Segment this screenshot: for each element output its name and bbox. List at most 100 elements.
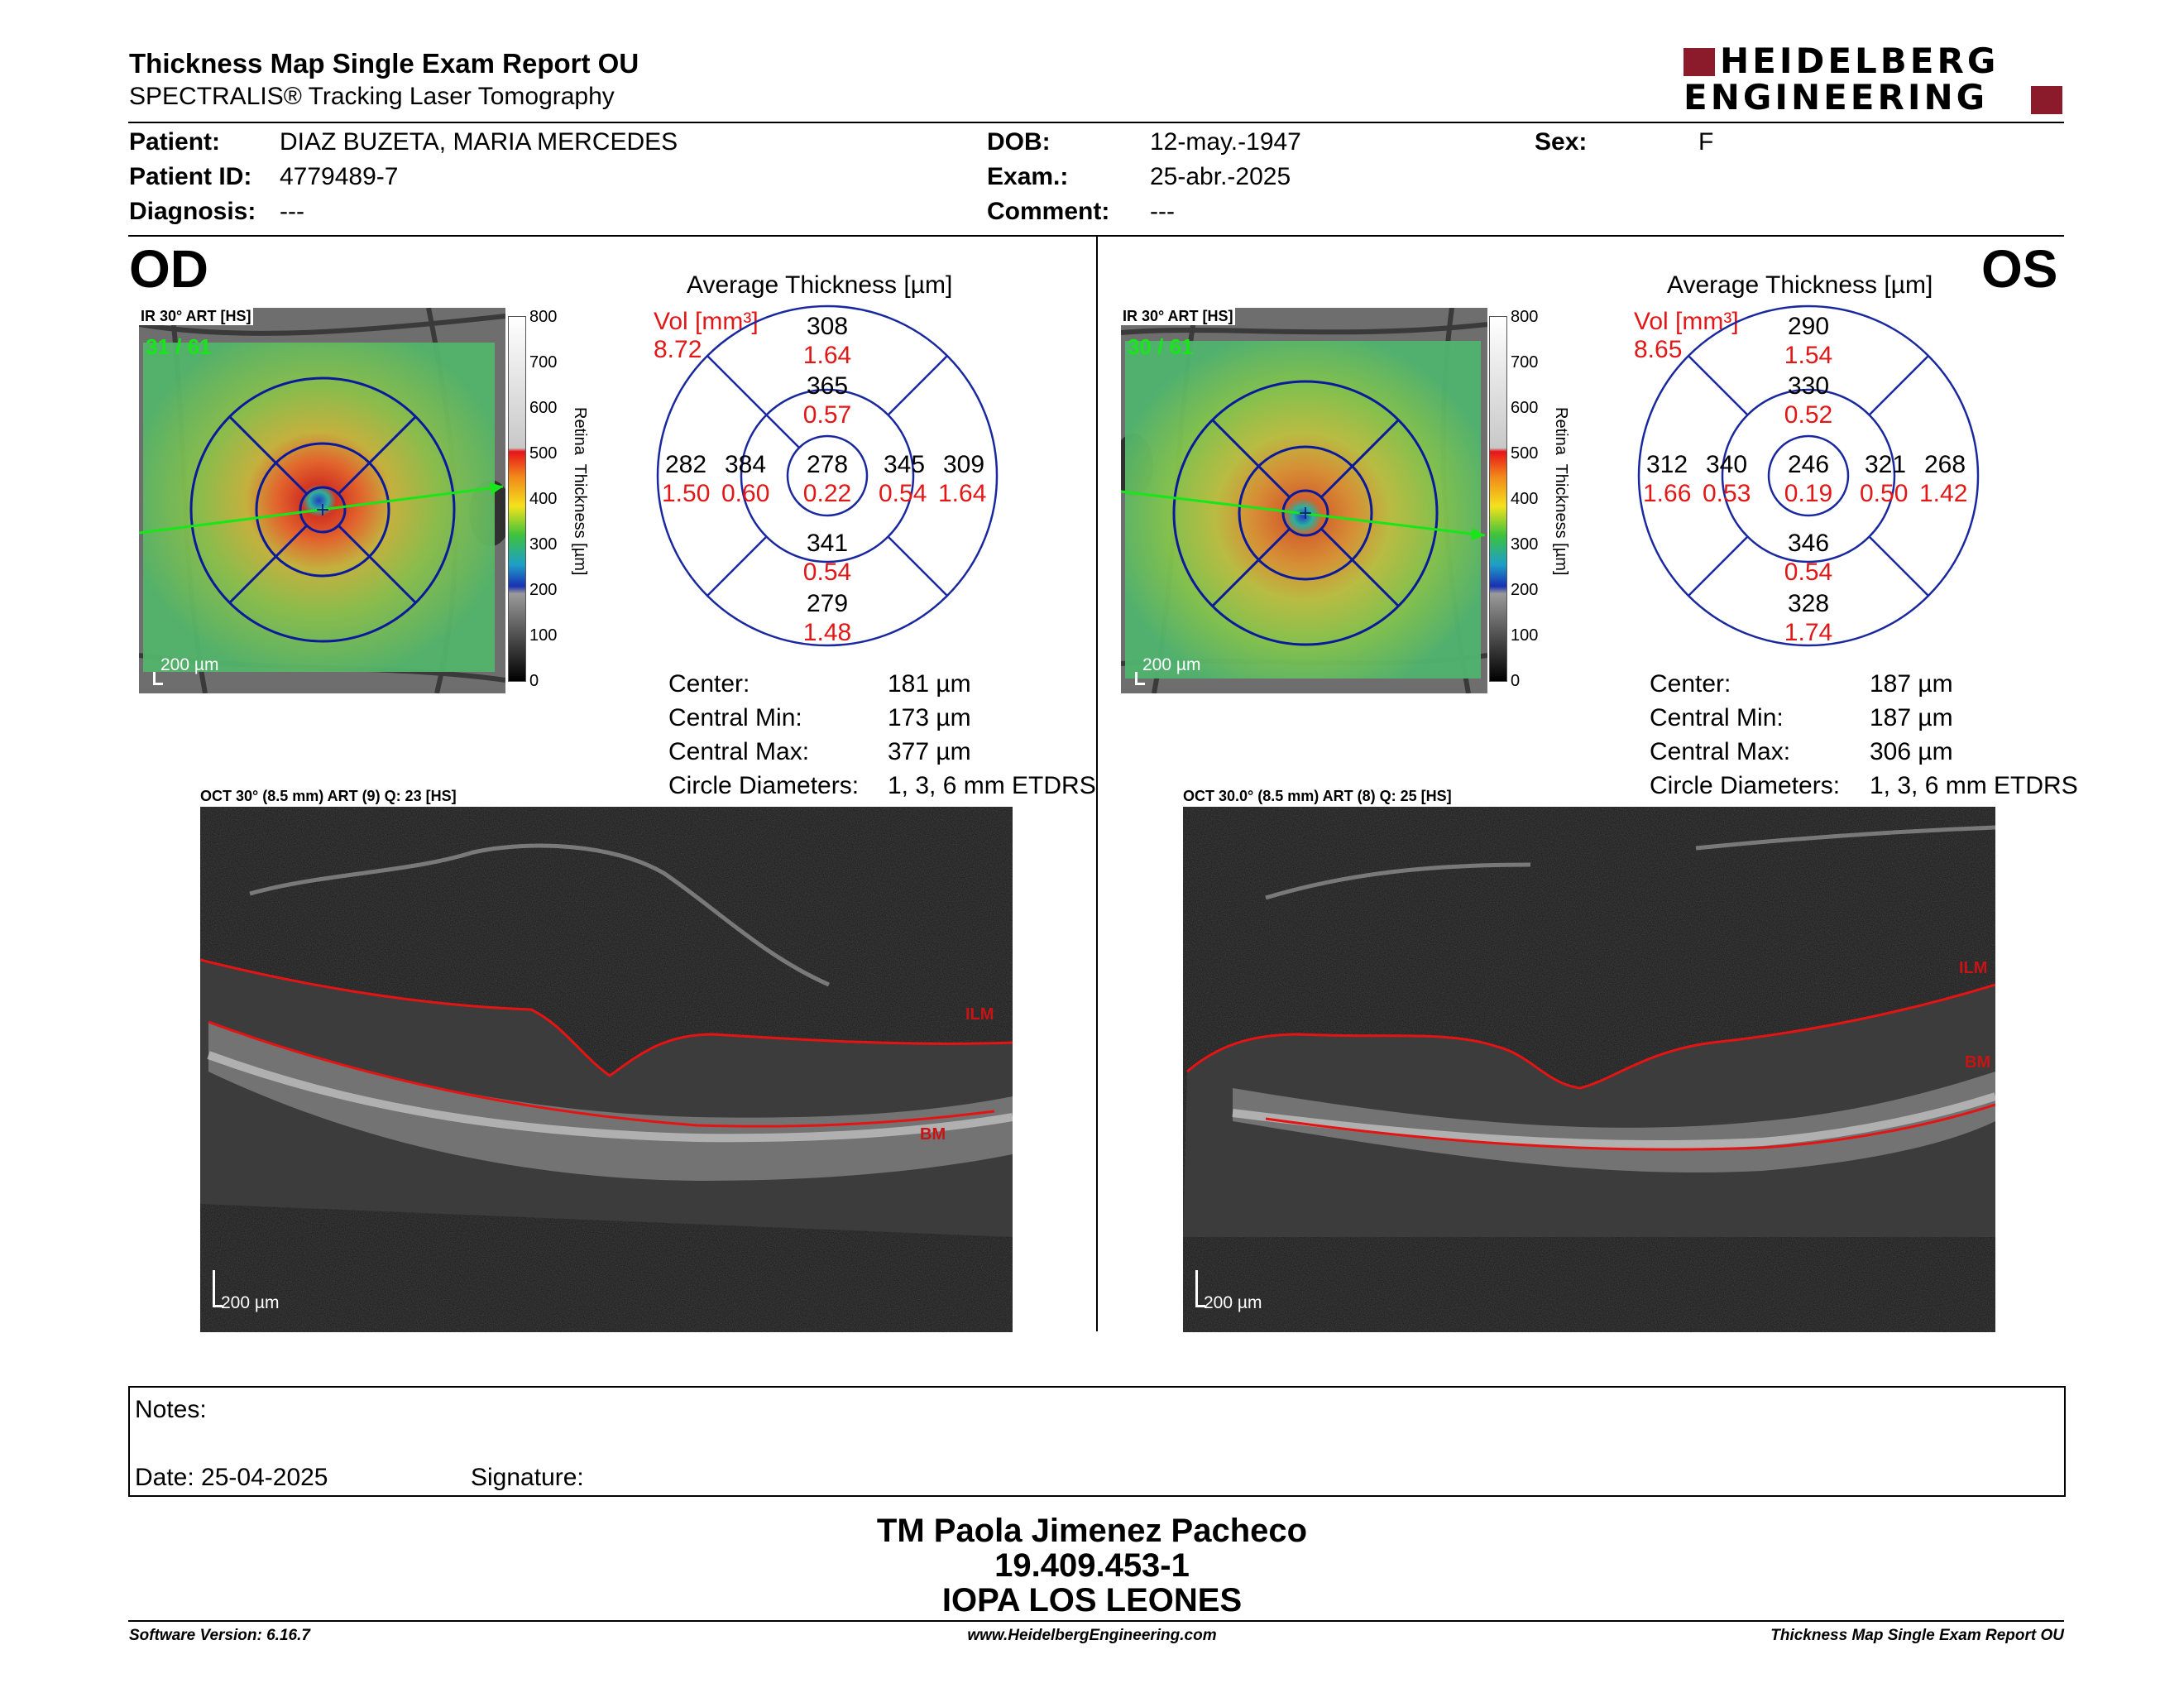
- os-inner-left: 340: [1706, 451, 1748, 478]
- software-version: Software Version: 6.16.7: [129, 1627, 310, 1644]
- od-outer-top: 308: [806, 313, 849, 340]
- signature-label: Signature:: [471, 1464, 584, 1491]
- od-inner-bottom-vol: 0.54: [802, 559, 852, 586]
- dob-value: 12-may.-1947: [1150, 128, 1301, 156]
- od-fundus-image: + IR 30° ART [HS] 31 / 61 200 µm: [138, 307, 512, 694]
- logo-square-icon: [1684, 48, 1715, 76]
- od-colorbar-ticks: 800 700 600 500 400 300 200 100 0: [529, 308, 563, 690]
- os-colorbar-tick: 800: [1511, 308, 1539, 326]
- os-vol-value: 8.65: [1634, 336, 1683, 363]
- os-ir-label: IR 30° ART [HS]: [1121, 308, 1235, 325]
- od-colorbar-tick: 0: [529, 672, 539, 690]
- signer-institution: IOPA LOS LEONES: [941, 1582, 1243, 1618]
- od-colorbar-tick: 700: [529, 353, 558, 372]
- od-min-label: Central Min:: [668, 704, 802, 731]
- os-colorbar-tick: 600: [1511, 399, 1539, 417]
- od-outer-bottom-vol: 1.48: [802, 619, 852, 646]
- svg-text:+: +: [1298, 503, 1313, 524]
- os-inner-right-vol: 0.50: [1860, 480, 1909, 507]
- eye-divider: [1096, 237, 1098, 1331]
- os-scale-label: 200 µm: [1142, 655, 1201, 674]
- os-center: 246: [1787, 451, 1830, 478]
- notes-label: Notes:: [135, 1396, 207, 1423]
- od-inner-bottom: 341: [806, 530, 849, 557]
- od-diam-value: 1, 3, 6 mm ETDRS: [888, 772, 1096, 799]
- patient-id: 4779489-7: [280, 163, 399, 190]
- signer-name: TM Paola Jimenez Pacheco: [876, 1513, 1308, 1549]
- os-colorbar: [1489, 316, 1507, 682]
- svg-text:+: +: [315, 500, 330, 520]
- od-colorbar-tick: 500: [529, 444, 558, 463]
- od-max-value: 377 µm: [888, 738, 971, 765]
- od-outer-right: 309: [943, 451, 985, 478]
- os-fundus-image: + IR 30° ART [HS] 30 / 61 200 µm: [1114, 307, 1488, 694]
- os-colorbar-tick: 200: [1511, 581, 1539, 599]
- od-scale-label: 200 µm: [160, 655, 219, 674]
- od-colorbar: [508, 316, 526, 682]
- od-inner-left-vol: 0.60: [721, 480, 770, 507]
- os-colorbar-tick: 500: [1511, 444, 1539, 463]
- os-bm-label: BM: [1965, 1053, 1991, 1072]
- od-vol-value: 8.72: [654, 336, 702, 363]
- od-outer-left: 282: [665, 451, 707, 478]
- od-colorbar-tick: 400: [529, 490, 558, 508]
- od-outer-top-vol: 1.64: [802, 342, 852, 369]
- logo-text-top: HEIDELBERG: [1720, 41, 2000, 81]
- od-colorbar-tick: 800: [529, 308, 558, 326]
- os-diam-label: Circle Diameters:: [1650, 772, 1841, 799]
- od-diam-label: Circle Diameters:: [668, 772, 860, 799]
- os-inner-top: 330: [1787, 372, 1830, 400]
- os-colorbar-tick: 700: [1511, 353, 1539, 372]
- date-label: Date: 25-04-2025: [135, 1464, 328, 1491]
- website-link[interactable]: www.HeidelbergEngineering.com: [967, 1627, 1217, 1644]
- comment-label: Comment:: [987, 198, 1110, 225]
- od-oct-label: OCT 30° (8.5 mm) ART (9) Q: 23 [HS]: [200, 788, 457, 804]
- os-colorbar-tick: 100: [1511, 626, 1539, 645]
- os-outer-right: 268: [1924, 451, 1966, 478]
- report-title: Thickness Map Single Exam Report OU: [129, 48, 639, 79]
- os-inner-bottom: 346: [1787, 530, 1830, 557]
- notes-box: Notes: Date: 25-04-2025 Signature:: [128, 1386, 2066, 1497]
- od-colorbar-tick: 600: [529, 399, 558, 417]
- od-outer-right-vol: 1.64: [938, 480, 987, 507]
- comment-value: ---: [1150, 198, 1175, 225]
- heidelberg-logo: HEIDELBERG ENGINEERING: [1684, 43, 2064, 117]
- footer-divider: [128, 1620, 2064, 1622]
- od-center: 278: [806, 451, 849, 478]
- os-thickness-map: +: [1114, 307, 1488, 694]
- od-inner-right: 345: [884, 451, 926, 478]
- od-colorbar-tick: 100: [529, 626, 558, 645]
- os-outer-left: 312: [1646, 451, 1688, 478]
- od-inner-top-vol: 0.57: [802, 401, 852, 429]
- os-min-label: Central Min:: [1650, 704, 1784, 731]
- os-frame-counter: 30 / 61: [1128, 334, 1194, 359]
- os-max-label: Central Max:: [1650, 738, 1791, 765]
- od-oct-scan: ILM BM 200 µm: [199, 807, 1013, 1332]
- patient-label: Patient:: [129, 128, 221, 156]
- diagnosis-label: Diagnosis:: [129, 198, 256, 225]
- dob-label: DOB:: [987, 128, 1051, 156]
- header-divider: [128, 122, 2064, 123]
- od-oct-scale: 200 µm: [221, 1293, 280, 1312]
- os-center-value: 187 µm: [1870, 670, 1953, 698]
- os-colorbar-tick: 400: [1511, 490, 1539, 508]
- eye-label-os: OS: [1981, 239, 2058, 299]
- os-max-value: 306 µm: [1870, 738, 1953, 765]
- od-thickness-map: +: [138, 307, 512, 694]
- os-inner-right: 321: [1865, 451, 1907, 478]
- os-avg-title: Average Thickness [µm]: [1667, 271, 1933, 299]
- os-inner-bottom-vol: 0.54: [1784, 559, 1833, 586]
- os-diam-value: 1, 3, 6 mm ETDRS: [1870, 772, 2078, 799]
- exam-value: 25-abr.-2025: [1150, 163, 1291, 190]
- patient-id-label: Patient ID:: [129, 163, 252, 190]
- logo-text-bottom: ENGINEERING: [1684, 77, 1989, 117]
- od-max-label: Central Max:: [668, 738, 810, 765]
- os-oct-scan: ILM BM 200 µm: [1183, 807, 1997, 1332]
- sex-label: Sex:: [1535, 128, 1588, 156]
- os-center-vol: 0.19: [1784, 480, 1833, 507]
- os-colorbar-tick: 300: [1511, 535, 1539, 554]
- diagnosis-value: ---: [280, 198, 304, 225]
- od-oct-bscan: [199, 807, 1013, 1332]
- od-center-value: 181 µm: [888, 670, 971, 698]
- od-frame-counter: 31 / 61: [146, 334, 212, 359]
